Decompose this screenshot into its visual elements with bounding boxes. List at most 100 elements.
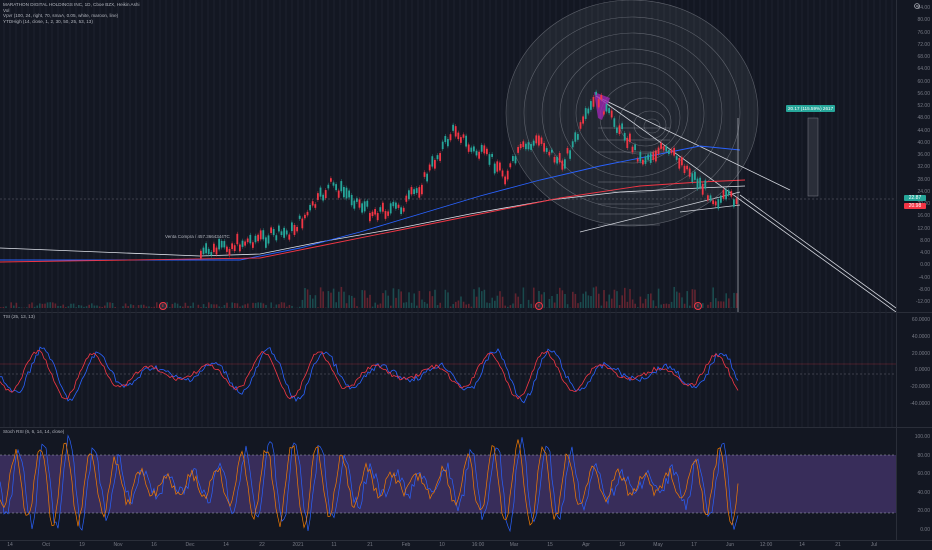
volume-bar <box>468 303 470 308</box>
target-label[interactable]: 20.17 (115.59%) 2617 <box>786 105 836 112</box>
volume-bar <box>343 291 345 308</box>
volume-bar <box>678 292 681 308</box>
earnings-marker[interactable]: E <box>159 302 167 310</box>
time-axis[interactable]: 14 Oct 19 Nov 16 Dec 14 22 2021 11 21 Feb 10 16:00 Mar… <box>0 540 896 550</box>
price-axis-tick: 24.00 <box>917 188 930 195</box>
volume-bar <box>213 304 215 308</box>
stoch-axis-tick: 0.00 <box>920 527 930 533</box>
price-axis-tick: 68.00 <box>917 54 930 60</box>
tsi-canvas[interactable] <box>0 312 896 427</box>
volume-bar <box>655 306 657 308</box>
symbol-title[interactable]: MARATHON DIGITAL HOLDINGS INC, 1D, Cboe … <box>3 2 140 7</box>
volume-bar <box>416 305 418 308</box>
pane-separator[interactable] <box>0 427 932 428</box>
volume-bar <box>314 295 317 308</box>
volume-bar <box>499 291 501 308</box>
volume-bar <box>109 302 111 308</box>
stoch-legend[interactable]: Stoch RSI (6, 6, 14, 14, close) <box>3 429 65 434</box>
volume-bar <box>681 297 683 308</box>
volume-bar <box>566 304 569 308</box>
volume-bar <box>26 307 28 308</box>
volume-bar <box>189 306 192 308</box>
volume-bar <box>283 302 285 308</box>
tsi-axis-tick: -20.0000 <box>910 384 930 391</box>
volume-bar <box>600 305 603 308</box>
volume-bar <box>673 286 675 308</box>
stoch-axis[interactable]: 100.00 80.00 60.00 40.00 20.00 0.00 <box>896 427 932 540</box>
volume-bar <box>577 303 579 308</box>
volume-bar <box>501 296 504 308</box>
volume-bar <box>652 300 655 308</box>
volume-bar <box>335 302 337 308</box>
time-axis-tick: 19 <box>619 542 625 548</box>
tsi-legend[interactable]: TSI (25, 13, 13) <box>3 314 35 319</box>
volume-bar <box>611 298 613 308</box>
volume-bar <box>247 303 249 308</box>
volume-bar <box>59 305 62 308</box>
volume-bar <box>551 295 553 308</box>
volume-bar <box>408 292 410 308</box>
volume-bar <box>46 302 49 308</box>
volume-bar <box>202 304 205 308</box>
tsi-axis-tick: 60.0000 <box>911 317 930 323</box>
vol-indicator-label[interactable]: Vol <box>3 7 10 13</box>
volume-bar <box>631 299 634 308</box>
tsi-pane[interactable]: TSI (25, 13, 13) <box>0 312 896 427</box>
volume-bar <box>509 305 512 308</box>
volume-bar <box>540 294 543 308</box>
volume-bar <box>260 302 262 308</box>
tsi-axis[interactable]: 60.0000 40.0000 20.0000 0.0000 -20.0000 -40.0… <box>896 312 932 427</box>
time-axis-tick: Oct <box>42 542 50 548</box>
volume-bar <box>114 306 116 308</box>
price-chart-canvas[interactable] <box>0 0 896 312</box>
volume-bar <box>54 303 57 308</box>
volume-bar <box>44 303 46 308</box>
volume-bar <box>345 303 348 308</box>
stoch-rsi-canvas[interactable] <box>0 427 896 540</box>
volume-bar <box>683 303 686 308</box>
volume-bar <box>262 303 265 308</box>
volume-bar <box>603 290 605 308</box>
volume-bar <box>327 291 330 308</box>
settings-icon[interactable] <box>913 2 921 10</box>
earnings-marker[interactable]: E <box>535 302 543 310</box>
volume-bar <box>85 306 88 308</box>
volume-bar <box>665 303 668 308</box>
volume-bar <box>590 296 592 308</box>
time-axis-tick: 11 <box>331 542 337 548</box>
stoch-rsi-pane[interactable]: Stoch RSI (6, 6, 14, 14, close) <box>0 427 896 540</box>
volume-bar <box>5 306 7 308</box>
volume-bar <box>351 295 353 308</box>
price-chart-pane[interactable]: MARATHON DIGITAL HOLDINGS INC, 1D, Cboe … <box>0 0 896 312</box>
volume-bar <box>676 291 678 308</box>
vpvr-indicator-label[interactable]: Vpvr (100, 24, right, 70, smaA, 0.05, wh… <box>3 13 119 19</box>
price-axis-tick: 12.00 <box>917 225 930 232</box>
price-axis-tick: 0.00 <box>920 262 930 269</box>
volume-bar <box>13 305 15 308</box>
volume-bar <box>647 293 649 308</box>
volume-bar <box>587 295 590 308</box>
volume-bar <box>543 292 545 308</box>
volume-bar <box>616 291 618 308</box>
volume-bar <box>377 304 379 308</box>
volume-bar <box>460 296 462 308</box>
trade-annotation: Venta Compra / 457.3664344TC <box>165 234 230 239</box>
volume-bar <box>244 304 246 308</box>
volume-bar <box>184 302 187 308</box>
volume-bar <box>215 304 218 308</box>
price-axis[interactable]: 84.00 80.00 76.00 72.00 68.00 64.00 60.00 56.00… <box>896 0 932 312</box>
volume-bar <box>106 302 109 308</box>
volume-bar <box>174 302 176 308</box>
volume-bar <box>309 294 311 308</box>
time-axis-tick: 16 <box>151 542 157 548</box>
time-axis-tick: 21 <box>835 542 841 548</box>
price-axis-tick: 48.00 <box>917 115 930 122</box>
volume-bar <box>98 306 101 308</box>
volume-bar <box>564 293 566 308</box>
volume-bar <box>559 287 561 308</box>
time-axis-separator <box>0 540 932 541</box>
volume-bar <box>171 303 174 308</box>
earnings-marker[interactable]: E <box>694 302 702 310</box>
volume-bar <box>733 292 735 308</box>
ytd-indicator-label[interactable]: YTDHigh (14, close, 1, 2, 30, 50, 25, 53… <box>3 18 93 24</box>
